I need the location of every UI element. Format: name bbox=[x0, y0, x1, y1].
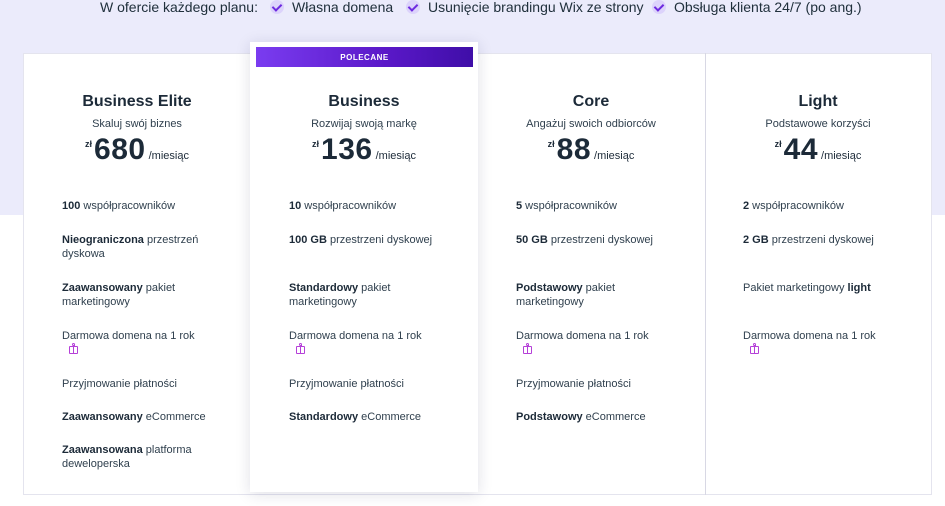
price-period: /miesiąc bbox=[375, 150, 416, 162]
plan-name: Business bbox=[328, 93, 400, 110]
gift-icon bbox=[523, 343, 532, 354]
price-amount: 680 bbox=[94, 133, 146, 166]
gift-icon bbox=[69, 343, 78, 354]
plan-price: zł 680 /miesiąc bbox=[32, 133, 242, 167]
plan-feature-free-domain: Darmowa domena na 1 rok bbox=[516, 330, 649, 342]
currency-label: zł bbox=[547, 139, 555, 149]
price-amount: 136 bbox=[321, 133, 373, 166]
plan-name: Core bbox=[572, 93, 610, 110]
price-amount: 88 bbox=[556, 133, 592, 166]
plan-feature-dev-platform: Zaawansowana platforma deweloperska bbox=[62, 444, 192, 470]
plan-name: Business Elite bbox=[82, 93, 192, 110]
price-amount: 44 bbox=[783, 133, 819, 166]
check-icon bbox=[406, 0, 420, 14]
plan-feature-marketing: Zaawansowany pakiet marketingowy bbox=[62, 282, 176, 308]
plan-price: zł 44 /miesiąc bbox=[713, 133, 923, 167]
plan-feature-free-domain: Darmowa domena na 1 rok bbox=[62, 330, 195, 342]
gift-icon bbox=[296, 343, 305, 354]
check-icon bbox=[652, 0, 666, 14]
currency-label: zł bbox=[774, 139, 782, 149]
included-features-bar: W ofercie każdego planu: Własna domena U… bbox=[0, 0, 945, 16]
plan-feature-collaborators: 5 współpracowników bbox=[516, 200, 617, 212]
included-features-lead: W ofercie każdego planu: bbox=[100, 0, 258, 15]
plan-divider bbox=[705, 53, 706, 495]
plan-feature-storage: Nieograniczona przestrzeń dyskowa bbox=[62, 234, 199, 260]
plan-tagline: Angażuj swoich odbiorców bbox=[526, 118, 656, 130]
plan-feature-storage: 2 GB przestrzeni dyskowej bbox=[743, 234, 874, 246]
price-period: /miesiąc bbox=[821, 150, 862, 162]
recommended-badge: POLECANE bbox=[256, 47, 473, 67]
plan-feature-storage: 100 GB przestrzeni dyskowej bbox=[289, 234, 433, 246]
feature-remove-branding: Usunięcie brandingu Wix ze strony bbox=[406, 0, 644, 15]
plan-tagline: Rozwijaj swoją markę bbox=[311, 118, 417, 130]
currency-label: zł bbox=[85, 139, 93, 149]
price-period: /miesiąc bbox=[594, 150, 635, 162]
plan-feature-ecommerce: Zaawansowany eCommerce bbox=[62, 411, 206, 423]
plan-price: zł 136 /miesiąc bbox=[259, 133, 469, 167]
plan-feature-collaborators: 100 współpracowników bbox=[62, 200, 176, 212]
plan-feature-payments: Przyjmowanie płatności bbox=[62, 378, 177, 390]
plan-feature-storage: 50 GB przestrzeni dyskowej bbox=[516, 234, 653, 246]
plan-feature-marketing: Podstawowy pakiet marketingowy bbox=[516, 282, 616, 308]
plan-feature-marketing: Pakiet marketingowy light bbox=[743, 282, 871, 294]
check-icon bbox=[270, 0, 284, 14]
plan-feature-free-domain: Darmowa domena na 1 rok bbox=[289, 330, 422, 342]
plan-feature-marketing: Standardowy pakiet marketingowy bbox=[289, 282, 391, 308]
plan-name: Light bbox=[798, 93, 838, 110]
price-period: /miesiąc bbox=[148, 150, 189, 162]
plan-feature-free-domain: Darmowa domena na 1 rok bbox=[743, 330, 876, 342]
featured-plan-card[interactable] bbox=[250, 42, 478, 492]
plan-feature-collaborators: 10 współpracowników bbox=[289, 200, 397, 212]
plan-tagline: Skaluj swój biznes bbox=[92, 118, 182, 130]
plan-feature-ecommerce: Standardowy eCommerce bbox=[289, 411, 422, 423]
gift-icon bbox=[750, 343, 759, 354]
plan-feature-ecommerce: Podstawowy eCommerce bbox=[516, 411, 646, 423]
plan-feature-collaborators: 2 współpracowników bbox=[743, 200, 844, 212]
plan-feature-payments: Przyjmowanie płatności bbox=[289, 378, 404, 390]
plan-feature-payments: Przyjmowanie płatności bbox=[516, 378, 631, 390]
feature-support: Obsługa klienta 24/7 (po ang.) bbox=[652, 0, 862, 15]
feature-own-domain: Własna domena bbox=[270, 0, 393, 15]
currency-label: zł bbox=[312, 139, 320, 149]
plan-price: zł 88 /miesiąc bbox=[486, 133, 696, 167]
plan-tagline: Podstawowe korzyści bbox=[765, 118, 871, 130]
